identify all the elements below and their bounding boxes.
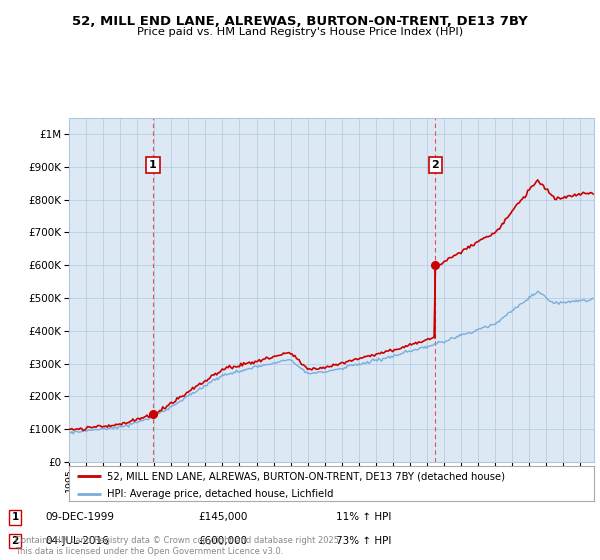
Text: £145,000: £145,000 [198, 512, 247, 522]
Text: Contains HM Land Registry data © Crown copyright and database right 2025.
This d: Contains HM Land Registry data © Crown c… [15, 536, 341, 556]
Text: 2: 2 [431, 160, 439, 170]
Text: 52, MILL END LANE, ALREWAS, BURTON-ON-TRENT, DE13 7BY (detached house): 52, MILL END LANE, ALREWAS, BURTON-ON-TR… [107, 471, 505, 481]
Text: 09-DEC-1999: 09-DEC-1999 [45, 512, 114, 522]
Text: 52, MILL END LANE, ALREWAS, BURTON-ON-TRENT, DE13 7BY: 52, MILL END LANE, ALREWAS, BURTON-ON-TR… [72, 15, 528, 27]
Text: 11% ↑ HPI: 11% ↑ HPI [336, 512, 391, 522]
Text: 2: 2 [11, 536, 19, 546]
Text: 04-JUL-2016: 04-JUL-2016 [45, 536, 109, 546]
Text: HPI: Average price, detached house, Lichfield: HPI: Average price, detached house, Lich… [107, 488, 334, 498]
Text: 73% ↑ HPI: 73% ↑ HPI [336, 536, 391, 546]
Text: £600,000: £600,000 [198, 536, 247, 546]
Text: Price paid vs. HM Land Registry's House Price Index (HPI): Price paid vs. HM Land Registry's House … [137, 27, 463, 37]
Text: 1: 1 [11, 512, 19, 522]
Text: 1: 1 [149, 160, 157, 170]
